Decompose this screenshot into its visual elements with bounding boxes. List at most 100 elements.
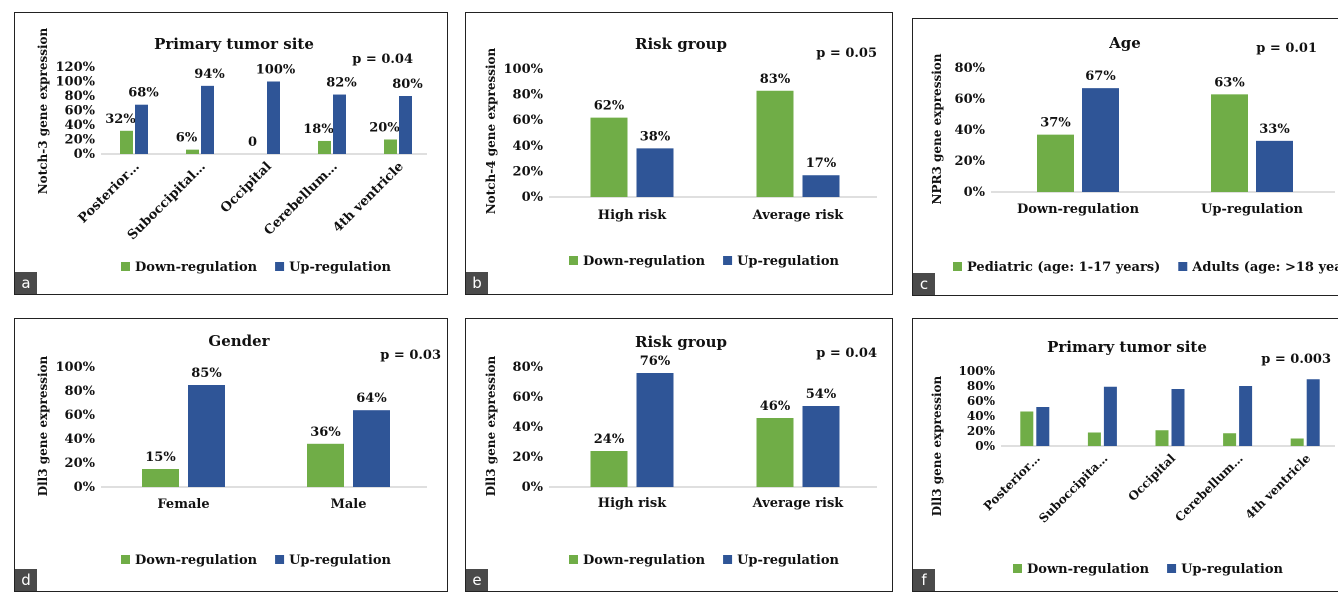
chart-panel-f: Primary tumor site p = 0.003 Dll3 gene exp… [912, 318, 1338, 592]
legend-label: Adults (age: >18 years) [1191, 260, 1338, 275]
legend-label: Up-regulation [737, 254, 839, 269]
panel-letter: c [913, 273, 935, 295]
bar [590, 117, 628, 197]
x-tick-label: Cerebellum… [1172, 451, 1245, 524]
y-tick-label: 100% [56, 360, 96, 375]
legend-label: Up-regulation [737, 553, 839, 568]
data-label: 68% [128, 86, 159, 101]
data-label: 37% [1040, 116, 1071, 131]
x-tick-label: Posterior… [76, 159, 143, 226]
bar [636, 148, 674, 197]
bar [307, 443, 344, 487]
y-tick-label: 80% [513, 88, 544, 103]
y-tick-label: 100% [56, 75, 96, 90]
p-value: p = 0.03 [380, 348, 441, 363]
chart-title: Risk group [635, 35, 727, 53]
chart-d-svg: Gender p = 0.03 Dll3 gene expression 0% 20% 4… [36, 332, 441, 568]
data-label: 6% [176, 131, 198, 146]
y-tick-label: 60% [967, 394, 996, 408]
data-label: 62% [594, 99, 625, 114]
x-tick-label: Female [157, 497, 209, 512]
y-tick-label: 0% [74, 480, 96, 495]
y-tick-label: 80% [513, 360, 544, 375]
legend-label: Down-regulation [135, 553, 258, 568]
data-label: 67% [1085, 69, 1116, 84]
x-tick-label: Average risk [752, 496, 845, 511]
data-label: 54% [806, 387, 837, 402]
y-tick-label: 60% [513, 113, 544, 128]
y-tick-label: 20% [65, 133, 96, 148]
legend-label: Down-regulation [1027, 562, 1150, 577]
legend-swatch [1167, 564, 1177, 573]
legend-label: Up-regulation [289, 553, 391, 568]
x-tick-label: Occipital [218, 159, 275, 216]
bar [1155, 430, 1169, 446]
x-tick-label: 4th ventricle [1243, 451, 1314, 522]
y-tick-label: 60% [65, 104, 96, 119]
legend-swatch [953, 262, 962, 271]
legend-swatch [723, 256, 733, 265]
data-label: 83% [760, 72, 791, 87]
bar [1082, 88, 1119, 192]
data-label: 24% [594, 432, 625, 447]
y-tick-label: 40% [967, 409, 996, 423]
x-tick-label: Suboccipita… [1036, 451, 1110, 525]
bar [120, 130, 133, 154]
legend-swatch [1013, 564, 1022, 573]
bar [1306, 379, 1320, 446]
data-label: 76% [640, 354, 671, 369]
legend-swatch [723, 555, 733, 564]
legend-swatch [1178, 262, 1188, 271]
chart-title: Risk group [635, 333, 727, 351]
panel-letter: a [15, 272, 37, 294]
bar [1239, 386, 1253, 446]
x-tick-label: Posterior… [981, 451, 1043, 513]
data-label: 32% [105, 112, 136, 127]
x-tick-label: 4th ventricle [330, 159, 407, 236]
y-axis-label: Dll3 gene expression [484, 355, 498, 496]
data-label: 15% [145, 450, 176, 465]
y-tick-label: 20% [513, 450, 544, 465]
bar [188, 385, 225, 487]
x-tick-label: Down-regulation [1017, 202, 1140, 217]
data-label: 100% [256, 63, 296, 78]
panel-letter: d [15, 569, 37, 591]
y-tick-label: 0% [964, 185, 986, 200]
data-label: 85% [191, 366, 222, 381]
bar [636, 373, 674, 487]
bar [1290, 438, 1304, 446]
panel-letter: e [466, 569, 488, 591]
legend-swatch [569, 256, 578, 265]
x-tick-label: High risk [598, 208, 667, 223]
y-tick-label: 80% [65, 384, 96, 399]
y-tick-label: 0% [975, 439, 995, 453]
data-label: 0 [248, 135, 257, 150]
x-tick-label: Occipital [1125, 451, 1178, 504]
bar [1037, 134, 1074, 192]
data-label: 80% [392, 77, 423, 92]
y-tick-label: 20% [513, 164, 544, 179]
bar [135, 104, 148, 154]
chart-c-svg: Age p = 0.01 NPR3 gene expression 0% 20% 40% 6… [930, 34, 1338, 275]
bar [186, 149, 199, 154]
p-value: p = 0.05 [816, 46, 877, 61]
data-label: 64% [356, 391, 387, 406]
p-value: p = 0.003 [1261, 352, 1331, 367]
chart-panel-b: Risk group p = 0.05 Notch-4 gene expressio… [465, 12, 893, 295]
chart-panel-a: Primary tumor site p = 0.04 Notch-3 gene e… [14, 12, 448, 295]
bar [318, 140, 331, 154]
bar [1036, 407, 1050, 446]
chart-panel-d: Gender p = 0.03 Dll3 gene expression 0% 20% 4… [14, 318, 448, 592]
data-label: 20% [369, 121, 400, 136]
chart-e-svg: Risk group p = 0.04 Dll3 gene expression 0%… [484, 333, 877, 568]
bar [1256, 140, 1293, 192]
bar [1087, 432, 1101, 446]
bar [353, 410, 390, 487]
panel-letter: b [466, 272, 488, 294]
legend-label: Up-regulation [289, 260, 391, 275]
legend-label: Down-regulation [135, 260, 258, 275]
p-value: p = 0.04 [352, 52, 413, 67]
chart-title: Primary tumor site [154, 35, 314, 53]
bar [590, 451, 628, 487]
legend-swatch [569, 555, 578, 564]
